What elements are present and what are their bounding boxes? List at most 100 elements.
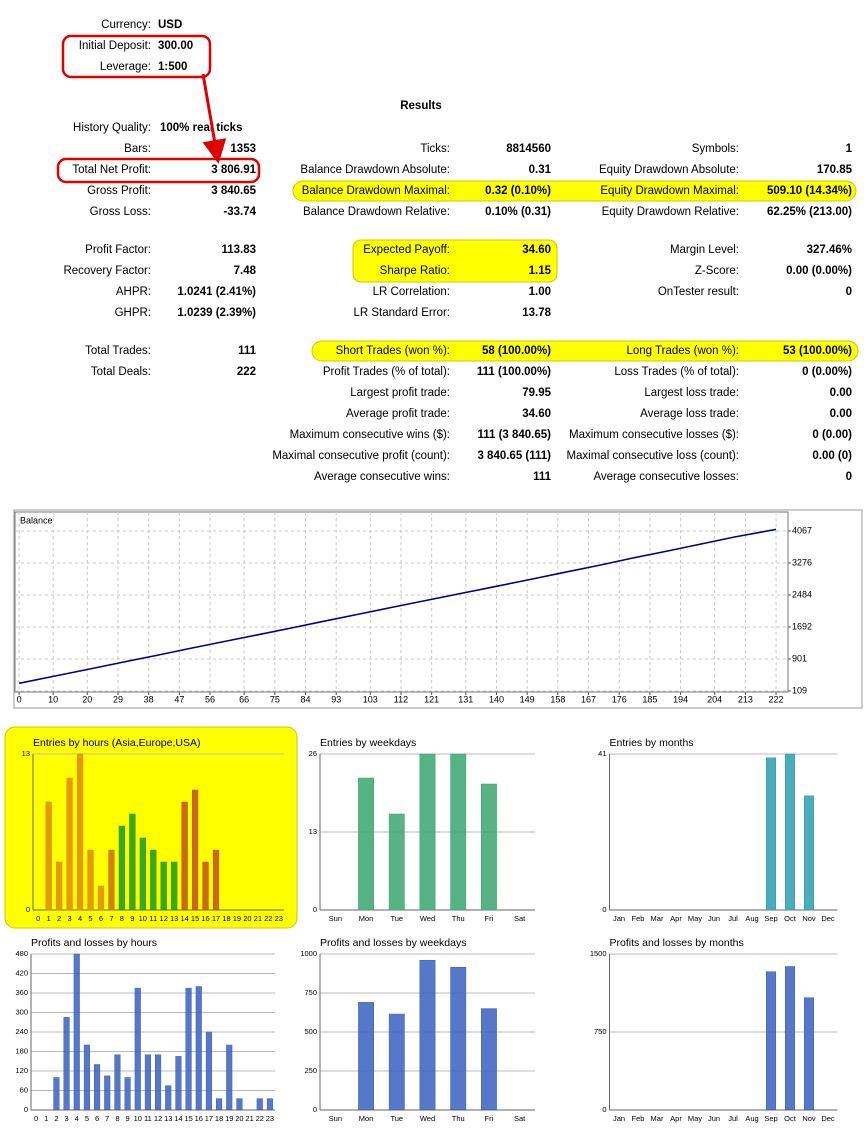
x-tick-label: 14 (180, 914, 188, 923)
field-value: 1.0241 (2.41%) (177, 286, 256, 298)
x-tick-label: Jun (708, 914, 720, 923)
field-label: Equity Drawdown Relative: (601, 206, 739, 218)
x-tick-label: 19 (225, 1114, 233, 1123)
bar (419, 959, 436, 1111)
y-tick-label: 500 (304, 1027, 317, 1036)
bar (104, 1075, 111, 1111)
x-tick-label: 2 (54, 1114, 58, 1123)
highlight-box (352, 239, 558, 283)
x-tick-label: 47 (174, 694, 184, 704)
x-tick-label: 93 (331, 694, 341, 704)
field-label: Z-Score: (694, 265, 739, 277)
x-tick-label: Jun (708, 1114, 720, 1123)
y-tick-label: 0 (24, 1105, 28, 1114)
x-tick-label: 17 (212, 914, 220, 923)
section-title: Results (400, 100, 442, 112)
field-label: Sharpe Ratio: (379, 265, 450, 277)
field-value: 0 (845, 471, 852, 483)
field-value: 0.00 (0) (812, 450, 852, 462)
field-value: 1353 (230, 143, 256, 155)
x-tick-label: Dec (821, 914, 835, 923)
x-tick-label: 18 (222, 914, 230, 923)
x-tick-label: Feb (632, 1114, 645, 1123)
x-tick-label: Aug (745, 1114, 758, 1123)
field-value: 327.46% (806, 244, 852, 256)
field-value: 58 (100.00%) (481, 345, 551, 357)
x-tick-label: 16 (195, 1114, 203, 1123)
x-tick-label: 10 (139, 914, 147, 923)
bar (76, 753, 84, 911)
x-tick-label: Apr (670, 914, 682, 923)
x-tick-label: 15 (184, 1114, 192, 1123)
bar (256, 1098, 263, 1111)
bar (358, 1002, 374, 1111)
field-label: Symbols: (691, 143, 739, 155)
bar (139, 837, 146, 911)
field-label: LR Standard Error: (353, 307, 450, 319)
y-tick-label: 480 (15, 949, 28, 958)
field-value: 100% real ticks (160, 122, 243, 134)
x-tick-label: May (688, 914, 702, 923)
y-tick-label: 1692 (792, 621, 812, 631)
field-label: Gross Profit: (87, 185, 151, 197)
field-label: Initial Deposit: (78, 40, 151, 52)
x-tick-label: 16 (201, 914, 209, 923)
bar (785, 753, 795, 911)
field-label: Long Trades (won %): (626, 345, 739, 357)
field-value: -33.74 (223, 206, 256, 218)
bar (108, 849, 115, 911)
field-value: 0 (0.00%) (802, 366, 852, 378)
x-tick-label: 103 (363, 694, 378, 704)
bar (216, 1098, 223, 1111)
field-label: Loss Trades (% of total): (614, 366, 739, 378)
bar (87, 849, 94, 911)
y-tick-label: 1000 (300, 949, 317, 958)
field-value: 13.78 (522, 307, 551, 319)
x-tick-label: 8 (115, 1114, 119, 1123)
x-tick-label: 56 (205, 694, 215, 704)
field-label: History Quality: (73, 122, 151, 134)
x-tick-label: Jan (613, 914, 625, 923)
field-value: 34.60 (522, 244, 551, 256)
field-value: 1.15 (528, 265, 551, 277)
x-tick-label: 10 (134, 1114, 142, 1123)
x-tick-label: Sun (329, 914, 342, 923)
field-value: 111 (533, 471, 551, 483)
field-label: Maximal consecutive profit (count): (272, 450, 450, 462)
field-value: 3 840.65 (111) (477, 450, 551, 462)
bar (73, 953, 80, 1111)
y-tick-label: 750 (304, 988, 317, 997)
bar (450, 967, 467, 1111)
x-tick-label: 84 (301, 694, 311, 704)
y-tick-label: 120 (15, 1066, 28, 1075)
y-tick-label: 1500 (590, 949, 607, 958)
x-tick-label: 131 (458, 694, 473, 704)
x-tick-label: 20 (243, 914, 251, 923)
x-tick-label: Tue (390, 1114, 403, 1123)
chart-title: Entries by months (610, 737, 694, 749)
x-tick-label: 3 (64, 1114, 68, 1123)
field-value: 113.83 (221, 244, 256, 256)
y-tick-label: 4067 (792, 525, 812, 535)
y-tick-label: 240 (15, 1027, 28, 1036)
field-label: OnTester result: (657, 286, 739, 298)
field-value: 0.10% (0.31) (485, 206, 551, 218)
x-tick-label: 75 (270, 694, 280, 704)
highlight-pill (311, 340, 859, 362)
y-tick-label: 26 (309, 749, 317, 758)
chart-title: Balance (20, 515, 53, 525)
x-tick-label: 6 (95, 1114, 99, 1123)
bar (785, 966, 795, 1111)
field-label: Profit Factor: (85, 244, 151, 256)
y-tick-label: 420 (15, 968, 28, 977)
field-value: 111 (3 840.65) (477, 429, 551, 441)
x-tick-label: Sat (514, 914, 526, 923)
bar (155, 1054, 162, 1111)
bar (191, 789, 199, 911)
chart-title: Profits and losses by hours (31, 937, 157, 949)
field-value: 7.48 (233, 265, 256, 277)
bar (804, 997, 814, 1111)
x-tick-label: Oct (784, 914, 797, 923)
bar (53, 1077, 60, 1111)
